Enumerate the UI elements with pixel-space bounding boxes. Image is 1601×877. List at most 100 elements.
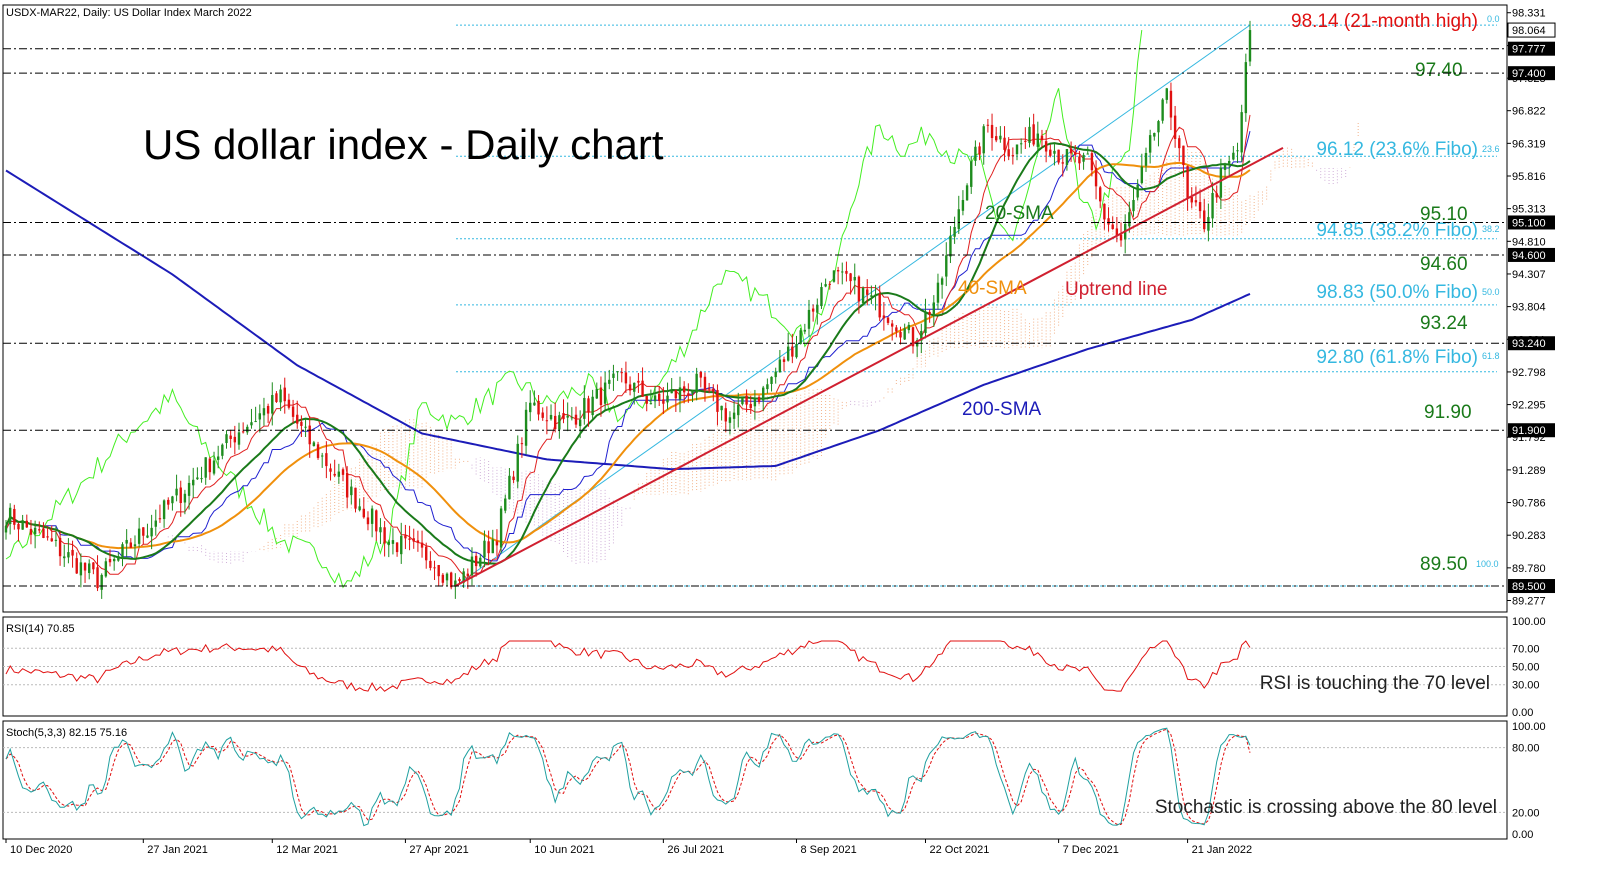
candle-body <box>1186 166 1189 199</box>
price-axis-label-11: 92.798 <box>1512 367 1546 379</box>
candle-body <box>133 544 137 547</box>
candle-body <box>408 538 411 540</box>
candle-body <box>703 376 707 390</box>
candle-body <box>4 525 8 533</box>
chart-title: US dollar index - Daily chart <box>143 121 664 168</box>
candle-body <box>487 541 490 554</box>
candle-body <box>628 384 632 391</box>
candle-body <box>196 477 199 480</box>
candle-body <box>137 528 141 544</box>
stoch-note: Stochastic is crossing above the 80 leve… <box>1155 797 1497 818</box>
candle-body <box>221 444 224 456</box>
candle-body <box>308 425 311 445</box>
candle-body <box>1240 112 1243 153</box>
candle-body <box>1190 197 1193 203</box>
candle-body <box>861 287 865 304</box>
candle-body <box>117 556 120 561</box>
candle-body <box>766 384 769 390</box>
date-axis-label-1: 27 Jan 2021 <box>147 844 208 856</box>
price-axis-label-16: 90.283 <box>1512 530 1546 542</box>
candle-body <box>125 539 128 544</box>
candle-body <box>337 471 341 477</box>
candle-body <box>316 444 320 458</box>
candle-body <box>1032 124 1035 145</box>
candle-body <box>108 558 112 563</box>
candle-body <box>608 379 611 384</box>
candle-body <box>433 567 436 569</box>
candle-body <box>8 507 12 525</box>
candle-body <box>903 328 906 340</box>
horizontal-levels: 97.777 97.400 95.100 94.600 93.240 91.900 89.5… <box>3 22 1556 594</box>
candle-body <box>529 402 532 413</box>
candle-body <box>695 373 698 393</box>
candle-body <box>17 523 20 530</box>
level-label-9460: 94.60 <box>1420 254 1468 275</box>
candle-body <box>162 500 166 520</box>
candle-body <box>516 443 519 482</box>
candle-body <box>416 540 420 543</box>
level-axis-label-4: 93.240 <box>1512 338 1546 350</box>
candle-body <box>791 346 794 357</box>
candle-body <box>187 482 191 496</box>
candle-body <box>1061 162 1064 164</box>
candle-body <box>899 331 902 338</box>
level-axis-label-3: 94.600 <box>1512 250 1546 262</box>
candle-body <box>1207 217 1210 231</box>
candle-body <box>437 564 440 577</box>
candle-body <box>924 312 927 334</box>
candle-body <box>811 308 815 312</box>
candle-body <box>512 476 515 481</box>
candle-body <box>420 542 424 548</box>
candle-body <box>1144 152 1148 166</box>
candle-body <box>1169 90 1173 118</box>
candle-body <box>886 317 890 323</box>
rsi-title: RSI(14) 70.85 <box>6 623 74 635</box>
candle-body <box>870 295 873 297</box>
candle-body <box>537 400 540 415</box>
candle-body <box>312 442 316 447</box>
candle-body <box>824 284 827 287</box>
candle-body <box>1099 187 1102 202</box>
level-label-8950: 89.50 <box>1420 554 1468 575</box>
candle-body <box>820 287 823 307</box>
candle-body <box>1057 149 1060 163</box>
candle-body <box>33 527 37 535</box>
rsi-note: RSI is touching the 70 level <box>1260 673 1490 694</box>
candle-body <box>121 544 124 559</box>
uptrend-line <box>454 146 1284 587</box>
candle-body <box>158 518 162 520</box>
candle-body <box>212 460 216 474</box>
candle-body <box>587 398 590 413</box>
candle-body <box>1211 192 1214 219</box>
level-axis-label-6: 89.500 <box>1512 581 1546 593</box>
axes: 98.33197.82597.32396.82296.31995.81695.3… <box>5 8 1546 856</box>
candle-body <box>449 572 453 588</box>
candle-body <box>96 567 99 589</box>
candle-body <box>866 289 869 295</box>
candle-body <box>425 546 428 561</box>
candle-body <box>762 387 765 401</box>
candle-body <box>1069 148 1073 154</box>
candle-body <box>749 404 752 409</box>
sma20-line <box>5 142 1251 565</box>
candle-body <box>770 376 773 384</box>
candle-body <box>63 556 66 559</box>
candle-body <box>678 387 682 400</box>
candle-body <box>1011 155 1015 157</box>
candle-body <box>42 528 45 538</box>
rsi-axis-label-1: 70.00 <box>1512 643 1540 655</box>
candle-body <box>495 541 499 546</box>
candle-body <box>300 421 303 426</box>
candle-body <box>142 527 145 536</box>
candle-body <box>757 397 761 403</box>
candle-body <box>25 520 29 528</box>
candle-body <box>1044 141 1048 152</box>
rsi-axis-label-2: 50.00 <box>1512 662 1540 674</box>
candle-body <box>225 434 228 444</box>
candle-body <box>612 373 615 378</box>
price-axis-label-17: 89.780 <box>1512 563 1546 575</box>
candle-body <box>29 529 33 535</box>
candle-body <box>890 323 894 327</box>
candle-body <box>841 271 844 273</box>
candle-body <box>1157 121 1160 133</box>
